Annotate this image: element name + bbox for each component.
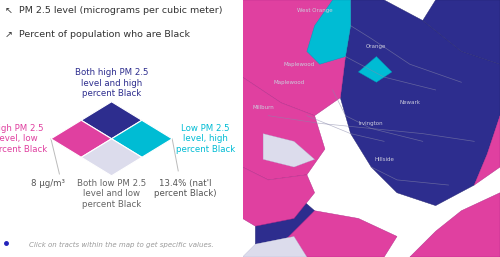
Text: 8 μg/m³: 8 μg/m³ xyxy=(32,179,66,188)
Text: Orange: Orange xyxy=(366,44,386,49)
Polygon shape xyxy=(242,236,307,257)
Text: Newark: Newark xyxy=(400,100,420,105)
Text: West Orange: West Orange xyxy=(297,8,332,13)
Polygon shape xyxy=(340,0,500,206)
Text: Millburn: Millburn xyxy=(252,105,274,111)
Text: High PM 2.5
level, low
percent Black: High PM 2.5 level, low percent Black xyxy=(0,124,48,154)
Polygon shape xyxy=(423,0,500,64)
Polygon shape xyxy=(242,77,325,180)
Text: ↖  PM 2.5 level (micrograms per cubic meter): ↖ PM 2.5 level (micrograms per cubic met… xyxy=(5,6,222,15)
Polygon shape xyxy=(81,139,142,176)
Polygon shape xyxy=(263,134,314,167)
Text: ↗  Percent of population who are Black: ↗ Percent of population who are Black xyxy=(5,30,190,39)
Text: 13.4% (nat'l
percent Black): 13.4% (nat'l percent Black) xyxy=(154,179,217,198)
Polygon shape xyxy=(358,57,392,82)
Text: Irvington: Irvington xyxy=(359,121,384,126)
Text: Maplewood: Maplewood xyxy=(284,62,315,67)
Polygon shape xyxy=(281,211,397,257)
Polygon shape xyxy=(51,120,112,157)
Text: Maplewood: Maplewood xyxy=(273,80,304,85)
Polygon shape xyxy=(307,0,350,64)
Text: Click on tracts within the map to get specific values.: Click on tracts within the map to get sp… xyxy=(29,242,214,248)
Text: Both low PM 2.5
level and low
percent Black: Both low PM 2.5 level and low percent Bl… xyxy=(77,179,146,209)
Polygon shape xyxy=(474,116,500,185)
Polygon shape xyxy=(242,167,314,226)
Polygon shape xyxy=(81,102,142,139)
Polygon shape xyxy=(242,0,350,116)
Polygon shape xyxy=(410,193,500,257)
Text: Low PM 2.5
level, high
percent Black: Low PM 2.5 level, high percent Black xyxy=(176,124,235,154)
Text: Both high PM 2.5
level and high
percent Black: Both high PM 2.5 level and high percent … xyxy=(75,68,148,98)
Text: Hillside: Hillside xyxy=(374,157,394,162)
Polygon shape xyxy=(112,120,172,157)
Polygon shape xyxy=(256,193,314,244)
